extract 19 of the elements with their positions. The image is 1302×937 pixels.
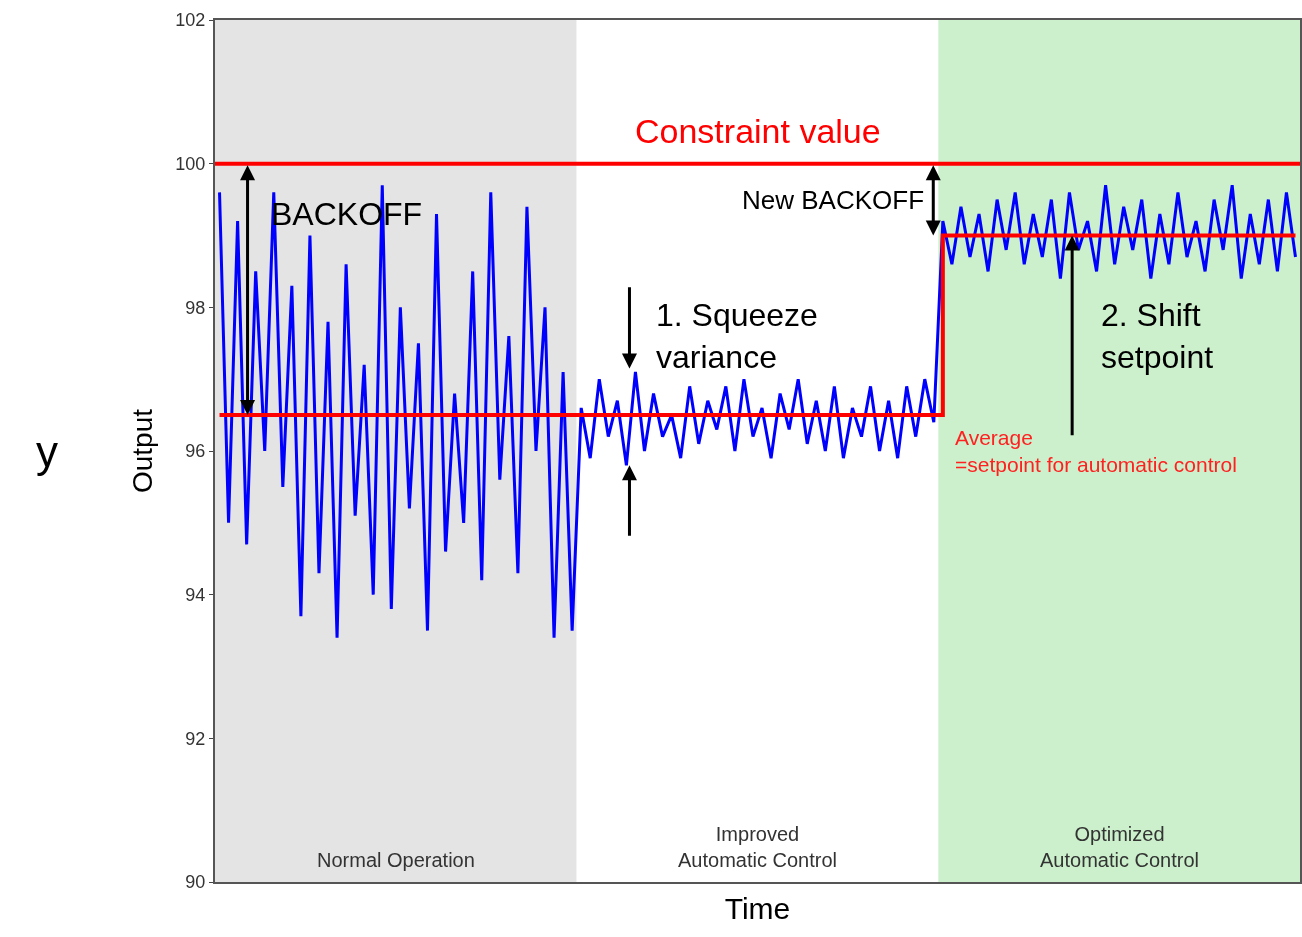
y-tick-label: 90 <box>185 872 206 893</box>
y-tick-label: 102 <box>175 10 206 31</box>
x-axis-title: Time <box>724 892 791 925</box>
y-tick-label: 92 <box>185 728 206 749</box>
annotation: 2. Shift setpoint <box>1101 297 1214 375</box>
annotation: New BACKOFF <box>742 185 925 215</box>
annotation: Normal Operation <box>317 849 475 871</box>
line-series <box>218 183 1297 640</box>
annotation: Average =setpoint for automatic control <box>955 426 1237 477</box>
y-axis-title: Output <box>126 408 158 494</box>
annotation: Optimized Automatic Control <box>1040 823 1199 871</box>
ref-line-label: Constraint value <box>635 112 881 150</box>
annotation: 1. Squeeze variance <box>656 297 818 375</box>
y-tick-label: 96 <box>185 441 206 462</box>
y-tick-label: 100 <box>175 153 206 174</box>
annotation: Improved Automatic Control <box>678 823 837 871</box>
y-tick-label: 98 <box>185 297 206 318</box>
text: y <box>36 427 58 476</box>
y-tick-label: 94 <box>185 584 206 605</box>
